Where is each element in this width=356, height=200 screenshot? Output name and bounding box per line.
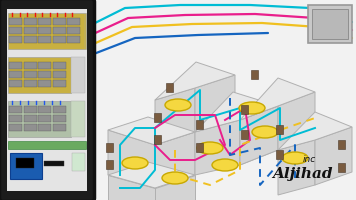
- Text: Aljihad: Aljihad: [272, 167, 333, 181]
- Bar: [196, 120, 203, 129]
- Polygon shape: [155, 132, 195, 188]
- Polygon shape: [240, 106, 278, 165]
- Bar: [9, 27, 22, 34]
- Polygon shape: [155, 175, 195, 200]
- Bar: [312, 9, 348, 39]
- Polygon shape: [108, 117, 195, 145]
- Bar: [154, 135, 161, 144]
- Polygon shape: [278, 140, 315, 195]
- Bar: [154, 113, 161, 122]
- Bar: [9, 80, 22, 87]
- Bar: [106, 143, 113, 152]
- Bar: [38, 36, 51, 43]
- Bar: [38, 124, 51, 131]
- Bar: [52, 27, 66, 34]
- Bar: [9, 71, 22, 78]
- Polygon shape: [155, 62, 235, 100]
- Bar: [241, 130, 248, 139]
- Bar: [9, 62, 22, 69]
- Bar: [23, 71, 37, 78]
- Bar: [38, 115, 51, 122]
- Ellipse shape: [162, 172, 188, 184]
- Bar: [9, 36, 22, 43]
- Bar: [9, 124, 22, 131]
- Bar: [38, 71, 51, 78]
- Bar: [52, 124, 66, 131]
- Bar: [241, 105, 248, 114]
- Bar: [10, 153, 42, 179]
- Bar: [71, 57, 85, 93]
- Ellipse shape: [122, 157, 148, 169]
- Bar: [23, 27, 37, 34]
- Bar: [251, 70, 258, 79]
- Polygon shape: [108, 175, 155, 200]
- Polygon shape: [240, 78, 315, 120]
- Bar: [38, 18, 51, 25]
- Bar: [23, 18, 37, 25]
- Ellipse shape: [252, 126, 278, 138]
- Polygon shape: [195, 75, 235, 132]
- Bar: [196, 143, 203, 152]
- Bar: [52, 62, 66, 69]
- Bar: [23, 36, 37, 43]
- FancyBboxPatch shape: [0, 0, 94, 200]
- Bar: [52, 80, 66, 87]
- Bar: [23, 106, 37, 113]
- Polygon shape: [278, 92, 315, 150]
- Polygon shape: [315, 127, 352, 185]
- Bar: [106, 160, 113, 169]
- Bar: [8, 57, 71, 93]
- Ellipse shape: [212, 159, 238, 171]
- Bar: [38, 80, 51, 87]
- Polygon shape: [108, 162, 195, 188]
- Bar: [71, 101, 85, 137]
- Bar: [38, 62, 51, 69]
- Bar: [52, 36, 66, 43]
- Polygon shape: [195, 92, 278, 132]
- Ellipse shape: [165, 99, 191, 111]
- Bar: [44, 161, 64, 166]
- Bar: [276, 125, 283, 134]
- Bar: [38, 27, 51, 34]
- Polygon shape: [195, 120, 240, 175]
- Bar: [16, 158, 34, 168]
- Bar: [67, 36, 80, 43]
- Bar: [38, 106, 51, 113]
- Bar: [166, 83, 173, 92]
- Ellipse shape: [197, 142, 223, 154]
- Bar: [8, 101, 71, 137]
- Bar: [276, 150, 283, 159]
- Bar: [67, 27, 80, 34]
- Bar: [338, 140, 345, 149]
- Bar: [338, 163, 345, 172]
- Text: inc: inc: [303, 155, 316, 164]
- Polygon shape: [240, 106, 278, 165]
- Bar: [9, 18, 22, 25]
- Polygon shape: [278, 112, 352, 150]
- Polygon shape: [108, 130, 155, 188]
- Ellipse shape: [239, 102, 265, 114]
- Bar: [72, 153, 85, 171]
- Bar: [23, 80, 37, 87]
- Bar: [52, 18, 66, 25]
- Ellipse shape: [282, 152, 308, 164]
- Bar: [9, 115, 22, 122]
- Bar: [23, 115, 37, 122]
- Bar: [308, 5, 352, 43]
- Bar: [8, 141, 86, 149]
- Bar: [23, 124, 37, 131]
- Bar: [52, 106, 66, 113]
- Bar: [52, 115, 66, 122]
- Bar: [7, 9, 87, 191]
- Bar: [9, 106, 22, 113]
- Bar: [37, 3, 57, 7]
- Bar: [67, 18, 80, 25]
- Bar: [52, 71, 66, 78]
- Bar: [23, 62, 37, 69]
- Bar: [8, 13, 86, 49]
- Polygon shape: [155, 88, 195, 145]
